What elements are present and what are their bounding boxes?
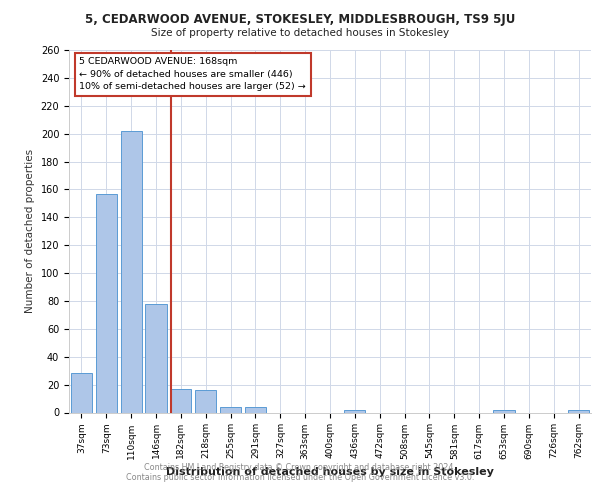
Text: Contains HM Land Registry data © Crown copyright and database right 2024.: Contains HM Land Registry data © Crown c… [144,464,456,472]
Text: 5, CEDARWOOD AVENUE, STOKESLEY, MIDDLESBROUGH, TS9 5JU: 5, CEDARWOOD AVENUE, STOKESLEY, MIDDLESB… [85,12,515,26]
Bar [245,407,266,412]
X-axis label: Distribution of detached houses by size in Stokesley: Distribution of detached houses by size … [166,467,494,477]
Bar [96,194,117,412]
Bar [220,407,241,412]
Bar [145,304,167,412]
Bar [493,410,515,412]
Text: Contains public sector information licensed under the Open Government Licence v3: Contains public sector information licen… [126,474,474,482]
Bar [71,374,92,412]
Bar [344,410,365,412]
Bar [121,131,142,412]
Bar [170,389,191,412]
Text: Size of property relative to detached houses in Stokesley: Size of property relative to detached ho… [151,28,449,38]
Bar [195,390,216,412]
Bar [568,410,589,412]
Y-axis label: Number of detached properties: Number of detached properties [25,149,35,314]
Text: 5 CEDARWOOD AVENUE: 168sqm
← 90% of detached houses are smaller (446)
10% of sem: 5 CEDARWOOD AVENUE: 168sqm ← 90% of deta… [79,58,306,92]
